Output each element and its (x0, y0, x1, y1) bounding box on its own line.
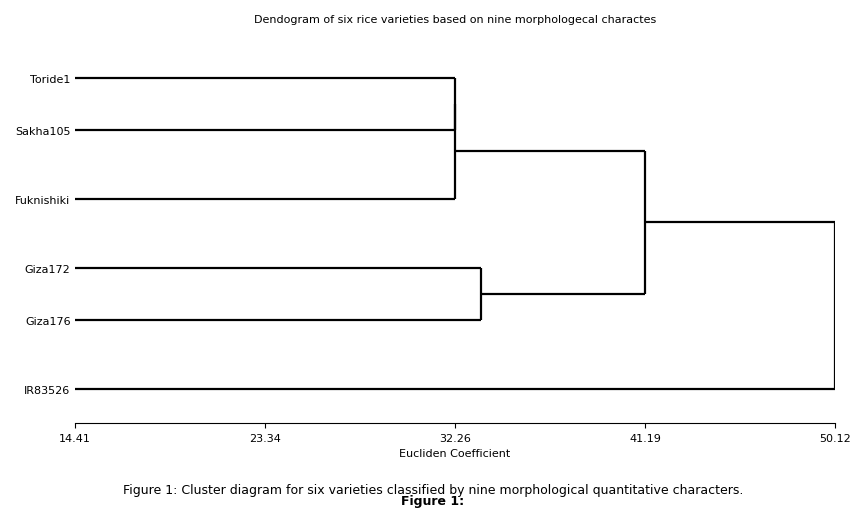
Text: Figure 1: Cluster diagram for six varieties classified by nine morphological qua: Figure 1: Cluster diagram for six variet… (123, 484, 743, 496)
Title: Dendogram of six rice varieties based on nine morphologecal charactes: Dendogram of six rice varieties based on… (254, 15, 656, 25)
Text: Figure 1:: Figure 1: (402, 494, 464, 507)
Text: Figure 1: Cluster diagram for six varieties classified by nine morphological qua: Figure 1: Cluster diagram for six variet… (123, 494, 743, 507)
X-axis label: Eucliden Coefficient: Eucliden Coefficient (399, 448, 511, 459)
